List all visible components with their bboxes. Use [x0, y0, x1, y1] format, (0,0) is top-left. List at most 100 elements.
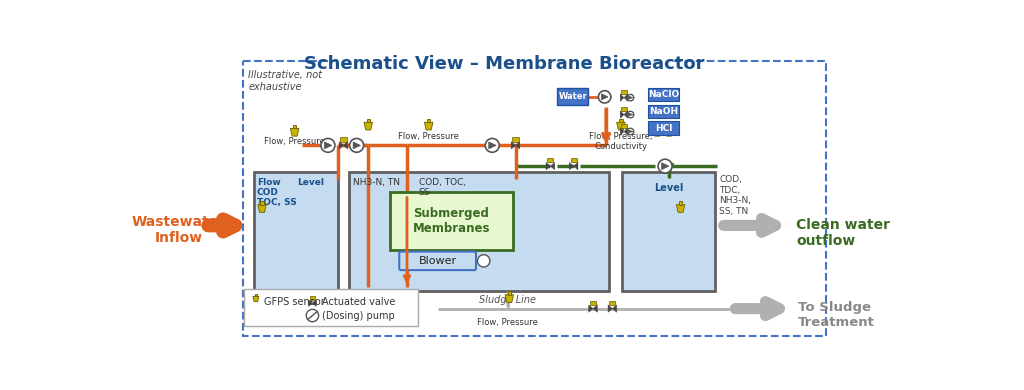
Polygon shape [616, 122, 626, 130]
Polygon shape [343, 142, 348, 149]
Text: NH3-N, TN: NH3-N, TN [352, 178, 399, 187]
Polygon shape [679, 201, 682, 205]
Text: Flow
COD
TOC, SS: Flow COD TOC, SS [257, 178, 296, 207]
Polygon shape [676, 205, 685, 212]
Polygon shape [427, 119, 430, 122]
Polygon shape [309, 296, 315, 300]
Text: Water: Water [558, 92, 587, 101]
Text: COD, TOC,
SS: COD, TOC, SS [419, 178, 466, 197]
Polygon shape [608, 305, 612, 312]
Polygon shape [367, 119, 370, 122]
Polygon shape [628, 113, 633, 117]
Text: Flow, Pressure,
Conductivity: Flow, Pressure, Conductivity [589, 131, 652, 151]
FancyBboxPatch shape [254, 172, 338, 291]
Text: Level: Level [654, 183, 684, 193]
Polygon shape [609, 301, 615, 305]
FancyBboxPatch shape [335, 48, 673, 76]
Text: Schematic View – Membrane Bioreactor: Schematic View – Membrane Bioreactor [304, 55, 705, 73]
Polygon shape [353, 142, 360, 149]
Polygon shape [665, 128, 673, 136]
Polygon shape [424, 122, 433, 130]
Polygon shape [511, 142, 515, 149]
Circle shape [628, 94, 634, 101]
FancyBboxPatch shape [390, 191, 513, 250]
Text: Flow, Pressure: Flow, Pressure [477, 318, 539, 327]
Text: Flow, Pressure: Flow, Pressure [398, 131, 459, 140]
Polygon shape [668, 125, 671, 128]
Polygon shape [589, 305, 593, 312]
Polygon shape [340, 137, 346, 142]
Text: Illustrative, not
exhaustive: Illustrative, not exhaustive [248, 70, 323, 92]
Polygon shape [662, 163, 669, 170]
Polygon shape [570, 158, 577, 163]
Circle shape [349, 138, 364, 152]
Polygon shape [624, 111, 628, 118]
Polygon shape [312, 300, 316, 307]
Polygon shape [621, 128, 624, 135]
FancyBboxPatch shape [245, 289, 418, 326]
Polygon shape [621, 94, 624, 101]
Polygon shape [488, 142, 496, 149]
Text: Submerged
Membranes: Submerged Membranes [413, 207, 490, 235]
FancyBboxPatch shape [623, 172, 716, 291]
Polygon shape [622, 124, 627, 128]
Polygon shape [601, 94, 608, 100]
Polygon shape [508, 291, 511, 295]
Polygon shape [620, 119, 623, 122]
Circle shape [477, 255, 489, 267]
Text: HCl: HCl [654, 124, 672, 133]
Polygon shape [655, 125, 659, 128]
Text: Clean water
outflow: Clean water outflow [796, 218, 890, 248]
Circle shape [598, 91, 611, 103]
Text: GFPS sensor: GFPS sensor [264, 297, 326, 307]
Circle shape [306, 309, 318, 322]
Circle shape [321, 138, 335, 152]
Text: Wastewater
Inflow: Wastewater Inflow [131, 215, 225, 245]
Circle shape [628, 111, 634, 118]
Polygon shape [628, 129, 633, 133]
Text: (Dosing) pump: (Dosing) pump [322, 310, 394, 321]
Polygon shape [515, 142, 520, 149]
Polygon shape [653, 128, 662, 136]
Text: NaClO: NaClO [648, 90, 679, 99]
FancyBboxPatch shape [648, 105, 679, 119]
Text: Blower: Blower [419, 256, 457, 266]
FancyBboxPatch shape [648, 88, 679, 101]
Polygon shape [622, 107, 627, 111]
FancyBboxPatch shape [399, 252, 476, 270]
Polygon shape [621, 111, 624, 118]
Polygon shape [622, 90, 627, 94]
FancyBboxPatch shape [648, 122, 679, 135]
Polygon shape [253, 296, 259, 302]
Text: Sludge Line: Sludge Line [479, 295, 537, 305]
Circle shape [658, 159, 672, 173]
Text: COD,
TDC,
NH3-N,
SS, TN: COD, TDC, NH3-N, SS, TN [719, 176, 752, 216]
Circle shape [485, 138, 500, 152]
Polygon shape [339, 142, 343, 149]
Polygon shape [308, 300, 312, 307]
Polygon shape [546, 163, 550, 170]
Polygon shape [612, 305, 616, 312]
Polygon shape [505, 295, 514, 302]
Polygon shape [260, 201, 264, 205]
FancyBboxPatch shape [557, 89, 589, 105]
Text: To Sludge
Treatment: To Sludge Treatment [799, 301, 876, 329]
Polygon shape [573, 163, 578, 170]
Polygon shape [628, 96, 633, 99]
Polygon shape [255, 294, 257, 296]
Text: NaOH: NaOH [649, 107, 678, 116]
Polygon shape [590, 301, 596, 305]
Polygon shape [569, 163, 573, 170]
Polygon shape [547, 158, 554, 163]
Polygon shape [364, 122, 373, 130]
Polygon shape [512, 137, 518, 142]
Polygon shape [624, 128, 628, 135]
Circle shape [628, 128, 634, 135]
Text: Actuated valve: Actuated valve [322, 297, 395, 307]
Text: Flow, Pressure: Flow, Pressure [264, 137, 325, 146]
Polygon shape [258, 205, 266, 212]
FancyBboxPatch shape [349, 172, 608, 291]
Polygon shape [293, 125, 296, 128]
Polygon shape [325, 142, 332, 149]
Polygon shape [291, 128, 299, 136]
